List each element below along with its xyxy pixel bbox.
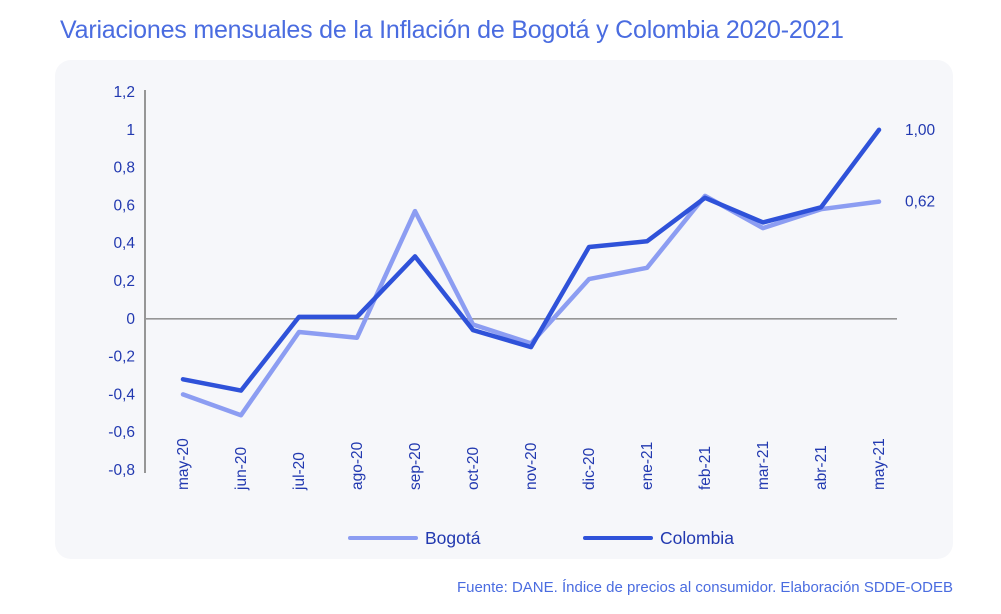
x-tick-label: jun-20 [233,447,250,491]
colombia-end-value-label: 1,00 [905,122,936,139]
y-tick-label: 1 [126,122,135,139]
x-tick-label: dic-20 [581,447,598,490]
line-chart: 1,2 1 0,8 0,6 0,4 0,2 0 -0,2 -0,4 -0,6 -0,8 may-20 j… [108,84,936,491]
y-tick-label: -0,4 [108,386,135,403]
legend-label-colombia: Colombia [660,527,734,548]
chart-legend: Bogotá Colombia [55,526,953,550]
x-tick-label: feb-21 [697,446,714,490]
x-tick-label: ene-21 [639,442,656,490]
bogota-line [180,193,882,418]
chart-panel: 1,2 1 0,8 0,6 0,4 0,2 0 -0,2 -0,4 -0,6 -0,8 may-20 j… [55,60,953,559]
x-tick-label: oct-20 [465,447,482,490]
legend-item-colombia: Colombia [583,526,734,550]
y-tick-label: -0,2 [108,349,135,366]
y-tick-label: 0,4 [113,235,135,252]
x-tick-label: abr-21 [813,445,830,490]
colombia-line-swatch [583,535,653,541]
x-tick-label: nov-20 [523,442,540,490]
chart-title: Variaciones mensuales de la Inflación de… [60,16,844,44]
y-tick-label: 0,8 [113,160,135,177]
x-tick-label: sep-20 [407,442,424,490]
bogota-line-swatch [348,535,418,541]
colombia-line [180,127,882,393]
x-tick-label: mar-21 [755,441,772,490]
y-tick-label: -0,8 [108,462,135,479]
y-tick-label: 0,6 [113,197,135,214]
y-tick-label: 1,2 [113,84,135,101]
y-tick-label: 0,2 [113,273,135,290]
bogota-end-value-label: 0,62 [905,194,935,211]
x-tick-label: may-21 [871,438,888,490]
legend-label-bogota: Bogotá [425,527,481,548]
x-tick-label: may-20 [175,438,192,490]
y-tick-label: -0,6 [108,424,135,441]
y-tick-label: 0 [126,311,135,328]
source-note: Fuente: DANE. Índice de precios al consu… [456,579,953,596]
legend-item-bogota: Bogotá [348,526,480,550]
x-tick-label: ago-20 [349,441,366,490]
x-tick-label: jul-20 [291,452,308,491]
